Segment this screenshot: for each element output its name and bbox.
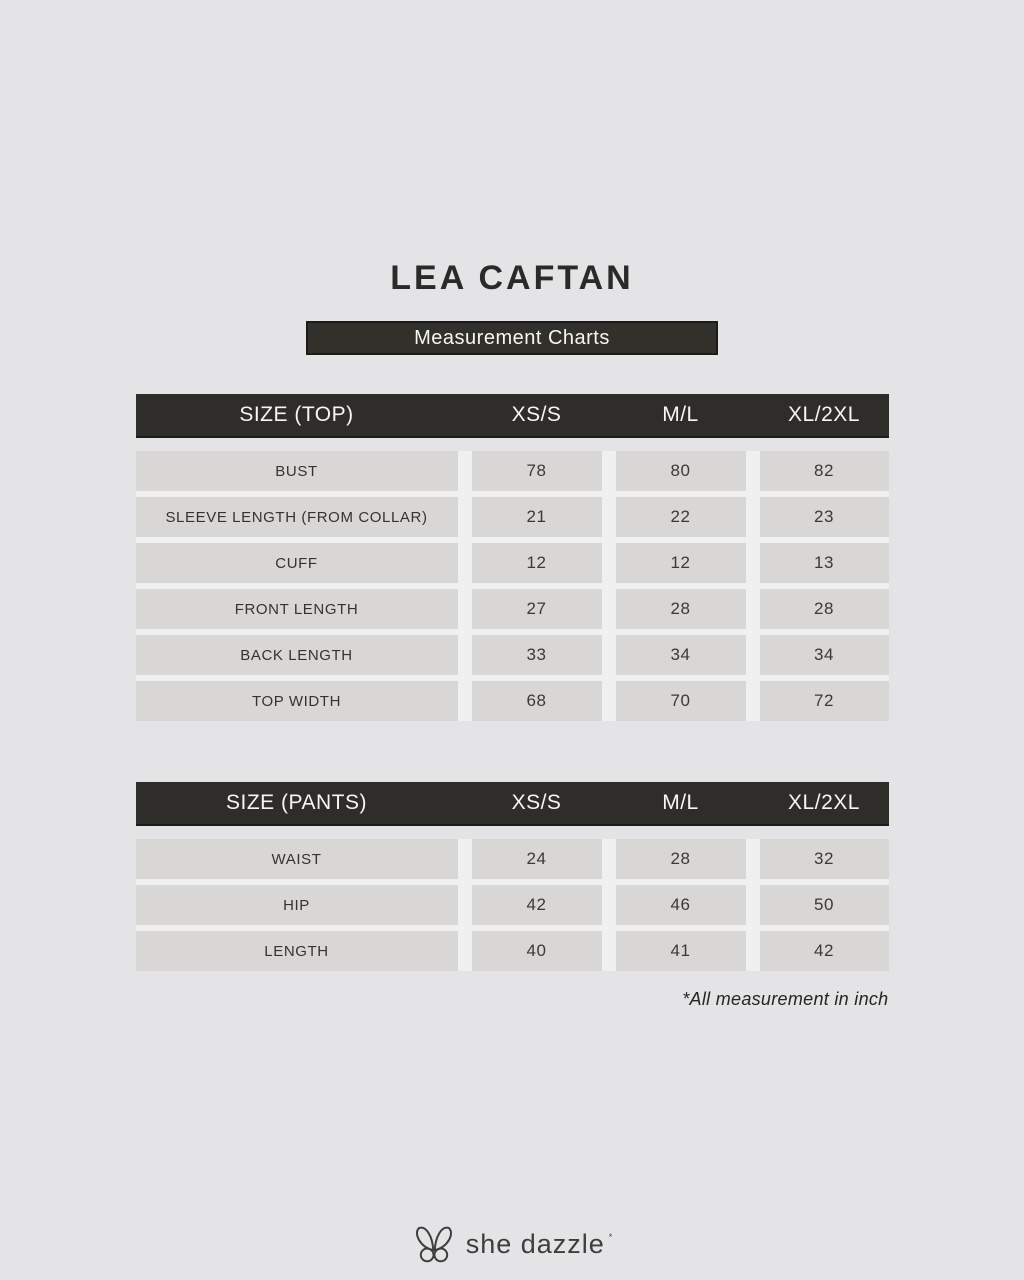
cell-value: 23 (759, 497, 889, 537)
size-table-pants-rows: WAIST 24 28 32 HIP 42 46 50 LENGTH 40 41… (135, 839, 889, 971)
cell-value: 34 (759, 635, 889, 675)
row-label-sleeve-length: SLEEVE LENGTH (FROM COLLAR) (135, 497, 458, 537)
cell-value: 28 (615, 589, 746, 629)
row-label-hip: HIP (135, 885, 458, 925)
row-label-length: LENGTH (135, 931, 458, 971)
size-table-top: SIZE (TOP) XS/S M/L XL/2XL BUST 78 80 82… (135, 394, 889, 721)
row-label-waist: WAIST (135, 839, 458, 879)
cell-value: 12 (615, 543, 746, 583)
cell-value: 34 (615, 635, 746, 675)
cell-value: 42 (759, 931, 889, 971)
size-table-pants: SIZE (PANTS) XS/S M/L XL/2XL WAIST 24 28… (135, 782, 889, 971)
brand-logo: she dazzle * (0, 1224, 1024, 1264)
brand-name: she dazzle (465, 1228, 605, 1259)
column-header-xl-2xl: XL/2XL (788, 791, 860, 814)
cell-value: 28 (615, 839, 746, 879)
cell-value: 13 (759, 543, 889, 583)
column-header-size-top: SIZE (TOP) (239, 403, 354, 426)
subtitle-banner: Measurement Charts (306, 321, 718, 355)
cell-value: 22 (615, 497, 746, 537)
cell-value: 82 (759, 451, 889, 491)
column-header-xl-2xl: XL/2XL (788, 403, 860, 426)
cell-value: 41 (615, 931, 746, 971)
cell-value: 70 (615, 681, 746, 721)
cell-value: 21 (471, 497, 602, 537)
subtitle-label: Measurement Charts (414, 326, 610, 349)
cell-value: 78 (471, 451, 602, 491)
cell-value: 33 (471, 635, 602, 675)
cell-value: 50 (759, 885, 889, 925)
cell-value: 32 (759, 839, 889, 879)
size-table-top-header: SIZE (TOP) XS/S M/L XL/2XL (135, 394, 889, 438)
row-label-cuff: CUFF (135, 543, 458, 583)
column-header-m-l: M/L (662, 791, 699, 814)
column-header-m-l: M/L (662, 403, 699, 426)
cell-value: 24 (471, 839, 602, 879)
brand-trademark: * (608, 1232, 613, 1242)
butterfly-icon (415, 1226, 452, 1263)
row-label-front-length: FRONT LENGTH (135, 589, 458, 629)
cell-value: 27 (471, 589, 602, 629)
row-label-back-length: BACK LENGTH (135, 635, 458, 675)
cell-value: 80 (615, 451, 746, 491)
cell-value: 28 (759, 589, 889, 629)
cell-value: 42 (471, 885, 602, 925)
row-label-bust: BUST (135, 451, 458, 491)
cell-value: 72 (759, 681, 889, 721)
column-header-xs-s: XS/S (511, 791, 562, 814)
footnote: *All measurement in inch (682, 989, 889, 1009)
cell-value: 68 (471, 681, 602, 721)
cell-value: 46 (615, 885, 746, 925)
column-header-xs-s: XS/S (511, 403, 562, 426)
size-table-top-rows: BUST 78 80 82 SLEEVE LENGTH (FROM COLLAR… (135, 451, 889, 721)
page-title: LEA CAFTAN (390, 259, 634, 297)
cell-value: 40 (471, 931, 602, 971)
cell-value: 12 (471, 543, 602, 583)
column-header-size-pants: SIZE (PANTS) (226, 791, 367, 814)
size-table-pants-header: SIZE (PANTS) XS/S M/L XL/2XL (135, 782, 889, 826)
row-label-top-width: TOP WIDTH (135, 681, 458, 721)
